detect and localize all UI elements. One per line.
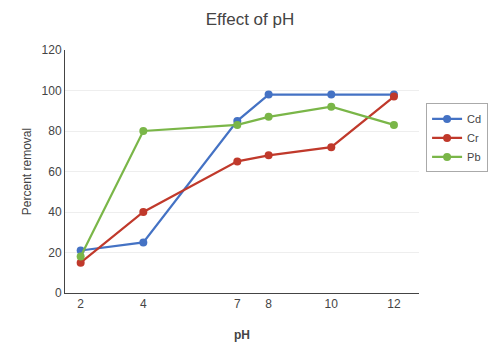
svg-text:10: 10 bbox=[325, 297, 339, 311]
svg-text:100: 100 bbox=[42, 84, 62, 98]
svg-text:40: 40 bbox=[48, 205, 62, 219]
svg-text:2: 2 bbox=[77, 297, 84, 311]
svg-text:pH: pH bbox=[234, 328, 250, 342]
svg-text:80: 80 bbox=[48, 124, 62, 138]
svg-text:4: 4 bbox=[140, 297, 147, 311]
svg-text:60: 60 bbox=[48, 165, 62, 179]
svg-text:20: 20 bbox=[48, 246, 62, 260]
svg-text:Pb: Pb bbox=[467, 151, 480, 163]
svg-text:0: 0 bbox=[55, 286, 62, 300]
svg-text:Effect of pH: Effect of pH bbox=[206, 10, 295, 29]
svg-text:Cd: Cd bbox=[467, 113, 481, 125]
svg-text:8: 8 bbox=[265, 297, 272, 311]
svg-text:Cr: Cr bbox=[467, 132, 479, 144]
svg-text:Percent removal: Percent removal bbox=[20, 128, 34, 215]
svg-text:120: 120 bbox=[42, 43, 62, 57]
svg-text:7: 7 bbox=[234, 297, 241, 311]
svg-text:12: 12 bbox=[387, 297, 401, 311]
